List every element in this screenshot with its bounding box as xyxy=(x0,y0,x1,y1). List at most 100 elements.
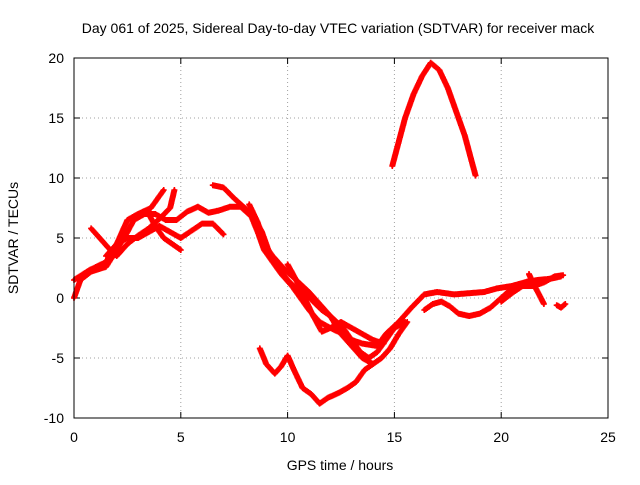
data-point xyxy=(390,164,394,168)
data-point xyxy=(429,61,433,65)
data-point xyxy=(473,174,478,178)
data-point xyxy=(243,206,247,210)
x-tick-label: 15 xyxy=(387,429,403,445)
data-series-track-i xyxy=(256,319,411,407)
data-point xyxy=(162,188,166,192)
data-point xyxy=(185,210,189,214)
data-point xyxy=(553,274,557,278)
data-point xyxy=(538,294,542,298)
data-point xyxy=(439,300,443,304)
data-point xyxy=(469,158,473,162)
data-point xyxy=(510,286,514,290)
data-point xyxy=(232,196,236,200)
data-points xyxy=(284,261,387,347)
data-point xyxy=(388,346,392,350)
data-point xyxy=(170,242,174,246)
data-point xyxy=(482,290,486,294)
y-tick-label: -5 xyxy=(52,350,65,366)
data-point xyxy=(555,303,559,307)
data-point xyxy=(98,236,102,240)
data-point xyxy=(115,242,119,246)
data-point xyxy=(542,280,546,284)
y-tick-label: -10 xyxy=(44,410,64,426)
data-point xyxy=(397,140,401,144)
data-point xyxy=(89,226,93,230)
data-point xyxy=(360,342,364,346)
data-point xyxy=(292,368,296,372)
data-point xyxy=(510,291,514,295)
y-tick-label: 0 xyxy=(56,290,64,306)
data-point xyxy=(467,314,471,318)
data-point xyxy=(535,278,540,282)
data-point xyxy=(294,278,298,282)
data-point xyxy=(168,206,172,210)
data-point xyxy=(397,332,401,336)
data-point xyxy=(300,386,305,390)
data-point xyxy=(463,134,467,138)
data-point xyxy=(420,74,424,78)
data-point xyxy=(326,396,330,400)
data-point xyxy=(179,236,183,240)
data-point xyxy=(196,205,200,209)
data-point xyxy=(307,290,311,294)
data-point xyxy=(360,356,364,360)
data-point xyxy=(115,254,119,258)
data-point xyxy=(446,86,450,90)
x-tick-label: 5 xyxy=(177,429,185,445)
x-axis-label: GPS time / hours xyxy=(287,457,394,473)
data-series-track-h xyxy=(284,261,387,347)
data-point xyxy=(448,304,452,308)
data-point xyxy=(147,212,151,216)
data-point xyxy=(563,302,567,306)
data-point xyxy=(157,217,162,221)
data-point xyxy=(136,236,140,240)
data-point xyxy=(281,266,285,270)
data-point xyxy=(328,314,332,318)
data-point xyxy=(435,290,439,294)
data-points xyxy=(71,187,167,283)
data-point xyxy=(262,242,266,246)
data-point xyxy=(384,338,388,342)
data-series-track-l xyxy=(498,272,567,305)
data-point xyxy=(559,306,563,310)
data-point xyxy=(217,208,221,212)
data-point xyxy=(454,110,458,114)
data-point xyxy=(527,272,531,276)
data-point xyxy=(422,292,426,296)
data-point xyxy=(409,306,414,310)
data-point xyxy=(337,391,341,395)
data-point xyxy=(221,232,226,236)
data-point xyxy=(221,186,226,190)
y-tick-label: 15 xyxy=(48,110,64,126)
data-point xyxy=(309,392,313,396)
data-point xyxy=(392,326,396,330)
data-point xyxy=(403,116,407,120)
data-point xyxy=(228,205,232,209)
data-point xyxy=(339,332,343,336)
data-point xyxy=(189,229,194,233)
data-point xyxy=(375,350,379,354)
data-series-track-m xyxy=(526,271,547,307)
data-point xyxy=(162,236,166,240)
data-point xyxy=(561,273,565,277)
data-point xyxy=(405,320,409,324)
data-point xyxy=(136,212,140,216)
data-point xyxy=(164,218,168,222)
data-point xyxy=(531,282,535,286)
data-point xyxy=(303,296,307,300)
data-point xyxy=(371,362,375,366)
data-point xyxy=(382,342,386,346)
data-point xyxy=(256,220,260,224)
data-series-track-e xyxy=(145,211,184,253)
data-point xyxy=(211,183,215,187)
data-point xyxy=(125,230,129,234)
data-point xyxy=(320,330,324,334)
data-point xyxy=(172,188,176,192)
y-axis-label: SDTVAR / TECUs xyxy=(5,182,21,294)
data-point xyxy=(87,268,91,272)
data-series-track-c xyxy=(88,187,178,259)
data-point xyxy=(437,68,441,72)
data-point xyxy=(211,222,215,226)
x-tick-label: 20 xyxy=(493,429,509,445)
